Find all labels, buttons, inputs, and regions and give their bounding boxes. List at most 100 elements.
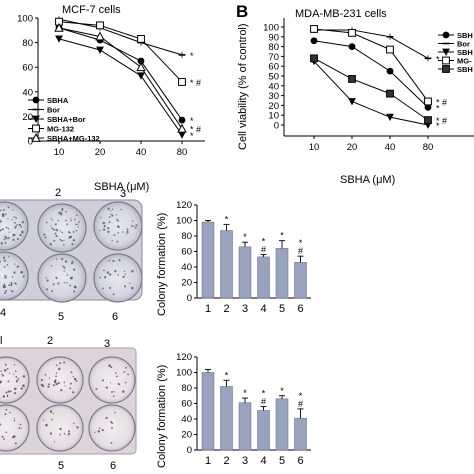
plate-2-colony-dot bbox=[59, 362, 62, 365]
b-legend-marker bbox=[442, 48, 450, 56]
plate-2-colony-dot bbox=[55, 372, 58, 374]
b-data-point bbox=[310, 25, 318, 33]
plate-2-colony-dot bbox=[63, 432, 66, 435]
plate-1-colony-dot bbox=[15, 217, 17, 219]
a-x-tick-label: 80 bbox=[177, 147, 188, 158]
a-x-tick-label: 20 bbox=[95, 147, 106, 158]
plate-2-colony-dot bbox=[114, 411, 116, 414]
colony-plate-photo-1: 2 3 4 5 6 bbox=[0, 187, 143, 323]
plate-1-colony-dot bbox=[108, 221, 111, 224]
c1-y-tick-label: 40 bbox=[181, 262, 192, 273]
plate-2-colony-dot bbox=[70, 382, 72, 385]
plate-1-colony-dot bbox=[60, 212, 63, 215]
plate-1-colony-dot bbox=[11, 219, 13, 221]
plate-2-colony-dot bbox=[0, 423, 2, 426]
plate-1-colony-dot bbox=[116, 218, 119, 221]
plate-2-colony-dot bbox=[57, 382, 60, 385]
plate-1-colony-dot bbox=[7, 227, 10, 230]
plate-1-colony-dot bbox=[104, 276, 107, 279]
b-data-point bbox=[348, 28, 356, 37]
plate-1-colony-dot bbox=[69, 232, 71, 234]
plate-1-colony-dot bbox=[45, 277, 47, 279]
plate-2-colony-dot bbox=[110, 441, 113, 444]
plate-2-colony-dot bbox=[67, 434, 69, 436]
plate-1-colony-dot bbox=[68, 236, 71, 239]
plate-1-colony-dot bbox=[70, 217, 72, 219]
plate-1-colony-dot bbox=[117, 219, 120, 222]
a-legend-marker bbox=[31, 133, 41, 142]
plate-2-colony-dot bbox=[5, 408, 8, 411]
plate-1-colony-dot bbox=[124, 273, 126, 275]
plate-1-colony-dot bbox=[49, 243, 52, 246]
plate-2-colony-dot bbox=[49, 432, 53, 435]
plate-1-colony-dot bbox=[16, 224, 19, 226]
plate-2-colony-dot bbox=[53, 441, 56, 443]
c1-y-tick-label: 80 bbox=[181, 231, 192, 242]
plate-1-colony-dot bbox=[66, 223, 69, 226]
c2-significance-marker: * bbox=[243, 388, 247, 398]
c2-bar bbox=[201, 372, 215, 451]
plate-2-colony-dot bbox=[13, 420, 16, 422]
a-y-tick-label: 100 bbox=[17, 14, 33, 25]
a-data-point bbox=[137, 72, 145, 80]
b-data-point bbox=[348, 43, 356, 50]
plate-1-colony-dot bbox=[71, 243, 74, 246]
plate-1-colony-dot bbox=[4, 291, 7, 295]
plate-2-colony-dot bbox=[108, 364, 111, 367]
c1-bar bbox=[257, 256, 270, 299]
b-significance-marker: * bbox=[436, 121, 440, 131]
plate-2-colony-dot bbox=[110, 391, 113, 394]
plate-1-colony-dot bbox=[65, 210, 67, 213]
plate-1-colony-dot bbox=[59, 230, 62, 232]
plate-1-colony-dot bbox=[50, 217, 52, 219]
b-y-tick-label: 60 bbox=[268, 62, 279, 73]
plate-1-colony-dot bbox=[3, 259, 6, 262]
plate-2-colony-dot bbox=[70, 371, 73, 374]
plate-1-colony-dot bbox=[13, 271, 16, 274]
a-data-point bbox=[136, 62, 146, 72]
plate-2-colony-dot bbox=[9, 411, 11, 414]
c1-significance-marker: # bbox=[261, 245, 266, 255]
b-y-tick-label: 20 bbox=[268, 101, 279, 112]
b-data-point bbox=[310, 37, 318, 45]
plate-1-colony-dot bbox=[102, 221, 106, 225]
colony-plate-photo-2: l 2 3 5 6 bbox=[0, 335, 137, 472]
plate-1-colony-dot bbox=[50, 225, 52, 227]
plate-1-colony-dot bbox=[123, 285, 126, 288]
plate-1-colony-dot bbox=[11, 290, 14, 293]
plate-1-colony-dot bbox=[51, 219, 54, 221]
a-legend-marker bbox=[32, 124, 40, 133]
plate-1-colony-dot bbox=[63, 244, 65, 246]
plate-1-colony-dot bbox=[107, 227, 110, 230]
plate-1-colony-dot bbox=[61, 209, 64, 212]
plate-1-colony-dot bbox=[59, 238, 61, 241]
plate-1-colony-dot bbox=[4, 213, 7, 216]
plate-1-colony-dot bbox=[16, 237, 19, 241]
a-significance-marker: * bbox=[190, 131, 194, 141]
a-y-tick-label: 20 bbox=[22, 112, 33, 123]
c2-significance-marker: # bbox=[298, 399, 303, 409]
c1-significance-marker: * bbox=[299, 238, 303, 248]
panel-b-x-axis-label: SBHA (μM) bbox=[340, 174, 395, 186]
plate-1-colony-dot bbox=[107, 272, 109, 275]
plate-1-colony-dot bbox=[10, 289, 13, 292]
plate-1-colony-dot bbox=[63, 239, 65, 241]
plate-1-colony-dot bbox=[18, 223, 22, 227]
plate-1-colony-dot bbox=[112, 259, 115, 263]
c2-y-tick-label: 80 bbox=[181, 383, 192, 394]
a-data-point bbox=[178, 78, 186, 86]
plate-2-colony-dot bbox=[69, 387, 72, 390]
plate-1-colony-dot bbox=[107, 230, 110, 234]
plate-1-colony-dot bbox=[1, 213, 5, 216]
plate-2-colony-dot bbox=[63, 361, 66, 364]
c2-x-tick-label: 5 bbox=[279, 455, 285, 467]
a-data-point bbox=[178, 116, 186, 124]
plate-1-colony-dot bbox=[50, 264, 53, 267]
b-data-point bbox=[424, 116, 432, 124]
c1-y-tick-label: 0 bbox=[187, 293, 192, 304]
plate-2-colony-dot bbox=[60, 389, 63, 392]
plate-1-colony-dot bbox=[63, 282, 66, 284]
c2-y-tick-label: 20 bbox=[181, 430, 192, 441]
plate-1-colony-dot bbox=[116, 240, 119, 243]
